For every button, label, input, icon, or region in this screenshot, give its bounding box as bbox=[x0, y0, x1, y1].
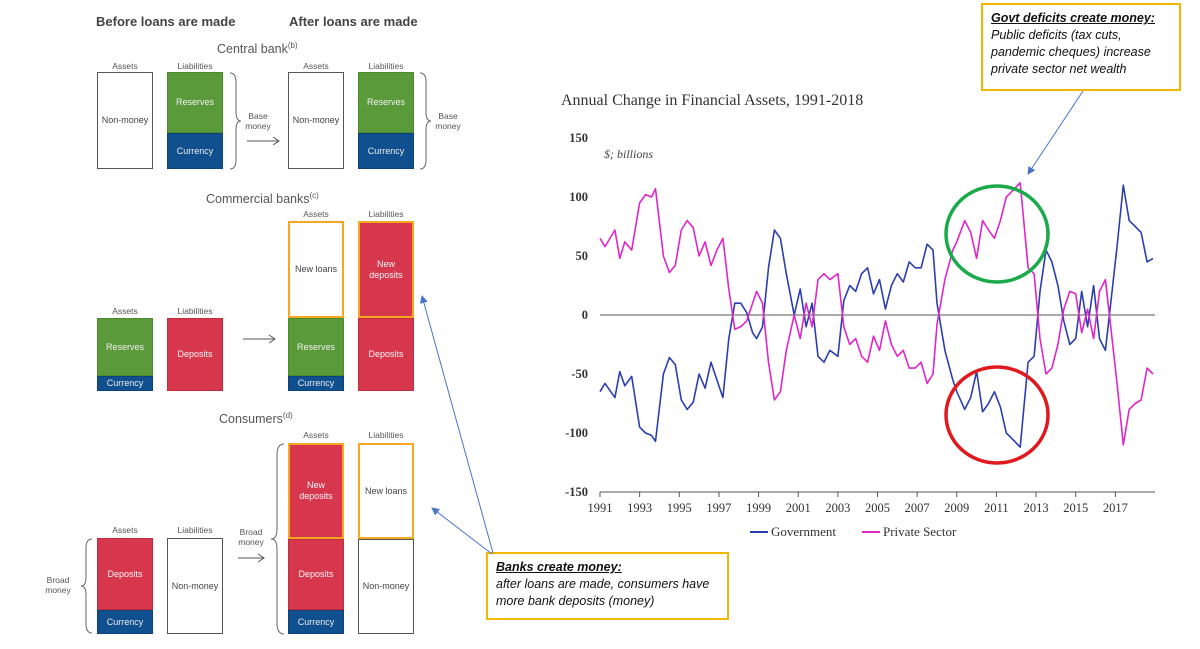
x-tick-label: 1995 bbox=[667, 501, 692, 515]
comm-after-new-loans: New loans bbox=[288, 221, 344, 318]
comm-before-assets-label: Assets bbox=[112, 306, 138, 316]
header-before-loans: Before loans are made bbox=[96, 14, 236, 29]
arrow-govt-to-circle bbox=[1027, 90, 1084, 175]
cons-broad-money-brace-right bbox=[270, 443, 285, 635]
consumers-sup: (d) bbox=[282, 411, 293, 420]
comm-after-currency: Currency bbox=[288, 376, 344, 391]
cb-before-assets-label: Assets bbox=[112, 61, 138, 71]
commercial-banks-title: Commercial banks(c) bbox=[206, 191, 319, 206]
comm-after-assets-label: Assets bbox=[303, 209, 329, 219]
y-tick-label: -50 bbox=[571, 367, 588, 381]
highlight-circle-private-sector bbox=[944, 184, 1050, 284]
comm-before-reserves: Reserves bbox=[97, 318, 153, 376]
cons-after-assets-label: Assets bbox=[303, 430, 329, 440]
chart-title: Annual Change in Financial Assets, 1991-… bbox=[561, 92, 864, 109]
y-tick-label: -100 bbox=[565, 426, 588, 440]
x-tick-label: 2009 bbox=[944, 501, 969, 515]
series-line-private-sector bbox=[599, 181, 1154, 446]
cons-after-new-loans: New loans bbox=[358, 443, 414, 539]
callout-govt-title: Govt deficits create money: bbox=[991, 11, 1155, 25]
arrow-banks-to-consumers bbox=[431, 507, 493, 555]
cb-after-reserves: Reserves bbox=[358, 72, 414, 133]
cons-before-non-money: Non-money bbox=[167, 538, 223, 634]
x-tick-label: 2017 bbox=[1103, 501, 1128, 515]
x-tick-label: 2013 bbox=[1024, 501, 1049, 515]
y-tick-label: -150 bbox=[565, 485, 588, 499]
cons-broad-money-label-mid: Broad money bbox=[238, 527, 264, 547]
cons-after-non-money: Non-money bbox=[358, 539, 414, 634]
cons-after-liabilities-label: Liabilities bbox=[368, 430, 404, 440]
cons-before-deposits: Deposits bbox=[97, 538, 153, 610]
x-tick-label: 1999 bbox=[746, 501, 771, 515]
x-tick-label: 2003 bbox=[825, 501, 850, 515]
x-tick-label: 1991 bbox=[588, 501, 613, 515]
comm-after-new-deposits: New deposits bbox=[358, 221, 414, 318]
cons-after-currency: Currency bbox=[288, 610, 344, 634]
comm-after-deposits: Deposits bbox=[358, 318, 414, 391]
cons-after-new-deposits: New deposits bbox=[288, 443, 344, 539]
central-bank-title-text: Central bank bbox=[217, 42, 288, 57]
y-tick-label: 100 bbox=[569, 190, 588, 204]
cb-before-liabilities-label: Liabilities bbox=[177, 61, 213, 71]
comm-after-reserves: Reserves bbox=[288, 318, 344, 376]
highlight-circle-government bbox=[944, 365, 1050, 465]
cb-after-non-money: Non-money bbox=[288, 72, 344, 169]
cb-before-reserves: Reserves bbox=[167, 72, 223, 133]
central-bank-sup: (b) bbox=[287, 41, 298, 50]
cons-before-liabilities-label: Liabilities bbox=[177, 525, 213, 535]
cb-arrow bbox=[247, 136, 280, 146]
comm-before-liabilities-label: Liabilities bbox=[177, 306, 213, 316]
cons-broad-money-brace-left bbox=[80, 538, 93, 634]
callout-banks-body: after loans are made, consumers have mor… bbox=[496, 577, 710, 608]
cb-base-money-brace-right bbox=[419, 72, 432, 170]
cons-after-deposits: Deposits bbox=[288, 539, 344, 610]
cb-after-liabilities-label: Liabilities bbox=[368, 61, 404, 71]
x-tick-label: 2015 bbox=[1063, 501, 1088, 515]
legend-label: Government bbox=[771, 524, 836, 539]
cb-base-money-label-right: Base money bbox=[435, 111, 461, 131]
cons-arrow bbox=[238, 553, 265, 563]
x-tick-label: 1993 bbox=[627, 501, 652, 515]
header-after-loans: After loans are made bbox=[289, 14, 418, 29]
cons-before-assets-label: Assets bbox=[112, 525, 138, 535]
x-tick-label: 2011 bbox=[984, 501, 1009, 515]
cb-base-money-brace-left bbox=[229, 72, 242, 170]
callout-govt-deficits: Govt deficits create money: Public defic… bbox=[981, 3, 1181, 91]
y-tick-label: 150 bbox=[569, 131, 588, 145]
cb-base-money-label-left: Base money bbox=[245, 111, 271, 131]
cb-after-assets-label: Assets bbox=[303, 61, 329, 71]
cons-before-currency: Currency bbox=[97, 610, 153, 634]
arrow-banks-to-commercial bbox=[420, 295, 494, 554]
callout-banks-create-money: Banks create money: after loans are made… bbox=[486, 552, 729, 620]
cb-before-non-money: Non-money bbox=[97, 72, 153, 169]
callout-banks-title: Banks create money: bbox=[496, 560, 622, 574]
y-tick-label: 0 bbox=[582, 308, 588, 322]
central-bank-title: Central bank(b) bbox=[217, 41, 298, 56]
comm-before-currency: Currency bbox=[97, 376, 153, 391]
callout-govt-body: Public deficits (tax cuts, pandemic cheq… bbox=[991, 28, 1151, 76]
legend-label: Private Sector bbox=[883, 524, 957, 539]
cons-broad-money-label-left: Broad money bbox=[45, 575, 71, 595]
comm-before-deposits: Deposits bbox=[167, 318, 223, 391]
consumers-title-text: Consumers bbox=[219, 412, 283, 427]
consumers-title: Consumers(d) bbox=[219, 411, 293, 426]
commercial-banks-sup: (c) bbox=[309, 191, 319, 200]
chart-unit-label: $; billions bbox=[604, 147, 653, 161]
x-tick-label: 2007 bbox=[905, 501, 930, 515]
x-tick-label: 1997 bbox=[706, 501, 731, 515]
x-tick-label: 2001 bbox=[786, 501, 811, 515]
comm-arrow bbox=[243, 334, 276, 344]
x-tick-label: 2005 bbox=[865, 501, 890, 515]
cb-after-currency: Currency bbox=[358, 133, 414, 169]
commercial-banks-title-text: Commercial banks bbox=[206, 192, 310, 207]
cb-before-currency: Currency bbox=[167, 133, 223, 169]
comm-after-liabilities-label: Liabilities bbox=[368, 209, 404, 219]
y-tick-label: 50 bbox=[576, 249, 589, 263]
